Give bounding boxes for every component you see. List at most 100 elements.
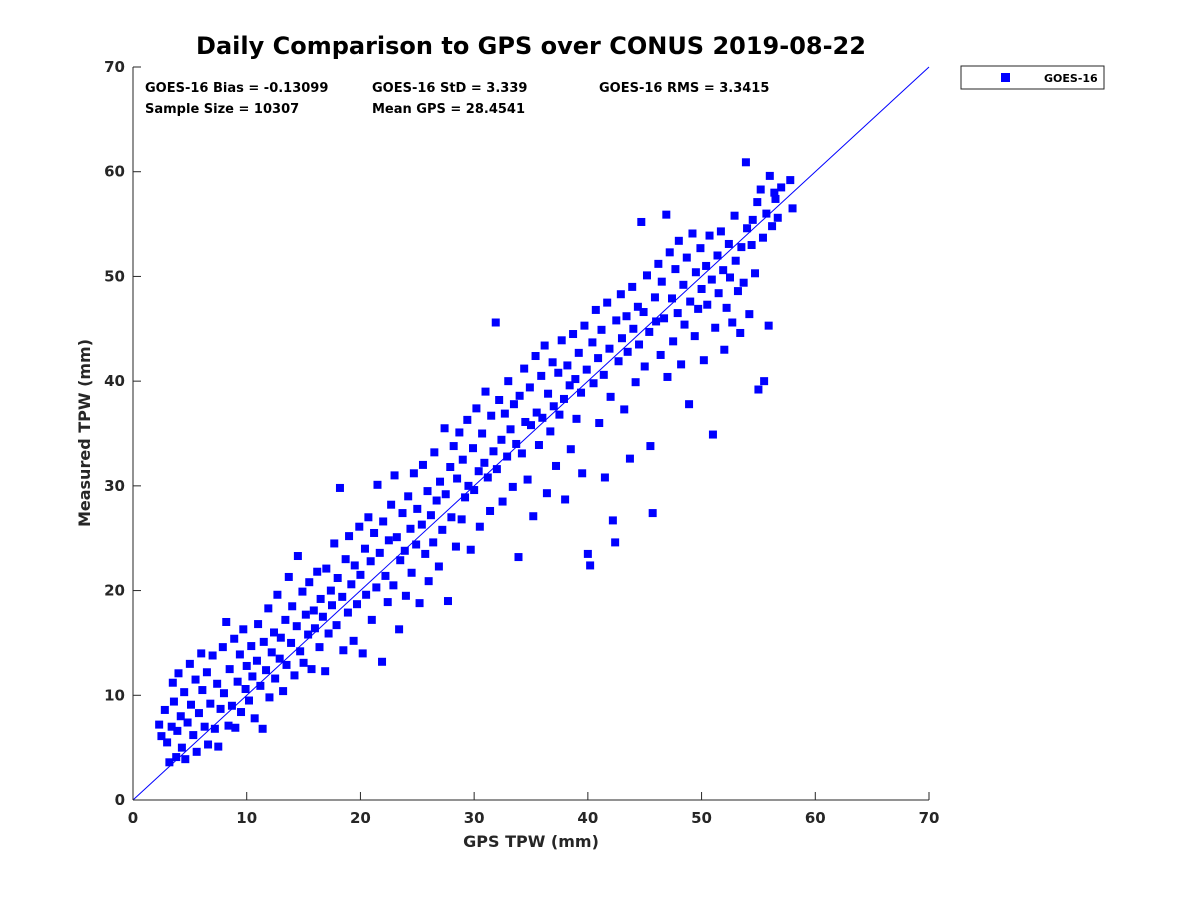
data-point <box>724 239 733 248</box>
data-point <box>230 634 239 643</box>
data-point <box>213 679 222 688</box>
data-point <box>489 447 498 456</box>
data-point <box>583 549 592 558</box>
data-point <box>335 483 344 492</box>
data-point <box>259 637 268 646</box>
data-point <box>542 489 551 498</box>
data-point <box>328 601 336 610</box>
data-point <box>690 332 699 341</box>
data-point <box>571 375 580 384</box>
data-point <box>680 320 689 329</box>
data-point <box>730 211 739 220</box>
data-point <box>224 721 233 730</box>
data-point <box>765 171 774 180</box>
data-point <box>716 227 725 236</box>
data-point <box>237 708 246 717</box>
data-point <box>726 273 734 282</box>
data-point <box>677 360 686 369</box>
data-point <box>392 533 401 542</box>
data-point <box>349 636 358 645</box>
data-point <box>466 545 475 554</box>
data-point <box>588 338 597 347</box>
data-point <box>703 300 712 309</box>
data-point <box>549 402 558 411</box>
data-point <box>597 325 606 334</box>
data-point <box>177 743 186 752</box>
data-point <box>662 210 671 219</box>
data-point <box>720 345 729 354</box>
data-point <box>566 445 575 454</box>
data-point <box>186 700 195 709</box>
data-point <box>252 656 261 665</box>
data-point <box>474 467 483 476</box>
data-point <box>350 561 359 570</box>
data-point <box>441 490 450 499</box>
stat-std: GOES-16 StD = 3.339 <box>372 81 527 96</box>
data-point <box>292 622 301 631</box>
data-point <box>373 480 382 489</box>
data-point <box>227 701 236 710</box>
x-tick-label: 10 <box>236 809 257 827</box>
data-point <box>307 665 316 674</box>
data-point <box>183 718 192 727</box>
data-point <box>290 671 299 680</box>
data-point <box>686 297 695 306</box>
data-point <box>239 625 248 634</box>
y-tick-label: 20 <box>104 582 125 600</box>
data-point <box>423 487 432 496</box>
stat-bias: GOES-16 Bias = -0.13099 <box>145 81 328 96</box>
data-point <box>736 328 745 337</box>
data-point <box>625 454 634 463</box>
data-point <box>642 271 651 280</box>
data-point <box>163 738 172 747</box>
data-point <box>589 379 598 388</box>
data-point <box>404 492 413 501</box>
x-tick-label: 30 <box>464 809 485 827</box>
data-point <box>673 309 682 318</box>
data-point <box>375 548 384 557</box>
data-point <box>622 312 631 321</box>
data-point <box>595 419 604 428</box>
data-point <box>418 460 427 469</box>
data-point <box>608 516 617 525</box>
data-point <box>424 577 433 586</box>
data-point <box>443 597 452 606</box>
data-point <box>719 266 728 275</box>
data-point <box>160 705 169 714</box>
data-point <box>591 305 600 314</box>
data-point <box>176 712 185 721</box>
data-point <box>504 377 513 386</box>
data-point <box>231 723 240 732</box>
data-point <box>756 185 765 194</box>
data-point <box>472 404 481 413</box>
data-point <box>773 213 782 222</box>
data-point <box>367 615 376 624</box>
data-point <box>222 617 231 626</box>
data-point <box>514 553 523 562</box>
data-point <box>400 546 409 555</box>
data-point <box>580 321 589 330</box>
data-point <box>521 417 530 426</box>
data-point <box>210 724 219 733</box>
data-point <box>358 649 367 658</box>
x-tick-label: 70 <box>919 809 940 827</box>
data-point <box>218 643 227 652</box>
data-point <box>324 629 333 638</box>
data-point <box>332 621 341 630</box>
data-point <box>737 243 746 252</box>
data-point <box>500 409 509 418</box>
data-point <box>688 229 697 238</box>
data-point <box>788 204 797 213</box>
data-point <box>287 638 296 647</box>
x-tick-label: 20 <box>350 809 371 827</box>
data-point <box>483 473 492 482</box>
data-point <box>623 347 632 356</box>
data-point <box>343 608 352 617</box>
data-point <box>739 278 748 287</box>
data-point <box>233 677 242 686</box>
data-point <box>557 336 566 345</box>
data-point <box>417 520 426 529</box>
data-point <box>180 688 189 697</box>
data-point <box>546 427 555 436</box>
data-point <box>267 648 276 657</box>
